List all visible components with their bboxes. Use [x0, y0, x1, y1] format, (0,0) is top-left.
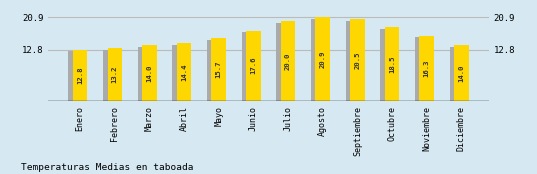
- Text: 15.7: 15.7: [216, 61, 222, 78]
- Bar: [142, 45, 157, 101]
- Text: 14.0: 14.0: [147, 64, 153, 82]
- Bar: [311, 19, 325, 101]
- Bar: [212, 38, 226, 101]
- Bar: [137, 46, 152, 101]
- Bar: [454, 45, 469, 101]
- Text: 13.2: 13.2: [112, 66, 118, 83]
- Text: 12.8: 12.8: [77, 67, 83, 84]
- Bar: [107, 48, 122, 101]
- Bar: [246, 31, 260, 101]
- Bar: [419, 36, 434, 101]
- Bar: [207, 40, 222, 101]
- Text: 20.5: 20.5: [354, 51, 360, 69]
- Bar: [73, 50, 88, 101]
- Bar: [380, 29, 395, 101]
- Text: 14.4: 14.4: [181, 63, 187, 81]
- Text: 17.6: 17.6: [250, 57, 257, 74]
- Text: Temperaturas Medias en taboada: Temperaturas Medias en taboada: [21, 163, 194, 172]
- Bar: [449, 46, 464, 101]
- Text: 16.3: 16.3: [424, 60, 430, 77]
- Text: 18.5: 18.5: [389, 55, 395, 73]
- Bar: [415, 37, 430, 101]
- Text: 20.9: 20.9: [320, 50, 326, 68]
- Bar: [281, 21, 295, 101]
- Bar: [68, 51, 83, 101]
- Bar: [242, 32, 256, 101]
- Text: 20.0: 20.0: [285, 52, 291, 70]
- Bar: [385, 27, 400, 101]
- Bar: [103, 50, 118, 101]
- Text: 14.0: 14.0: [459, 64, 465, 82]
- Bar: [172, 45, 187, 101]
- Bar: [346, 21, 360, 101]
- Bar: [350, 19, 365, 101]
- Bar: [177, 43, 191, 101]
- Bar: [315, 17, 330, 101]
- Bar: [277, 23, 291, 101]
